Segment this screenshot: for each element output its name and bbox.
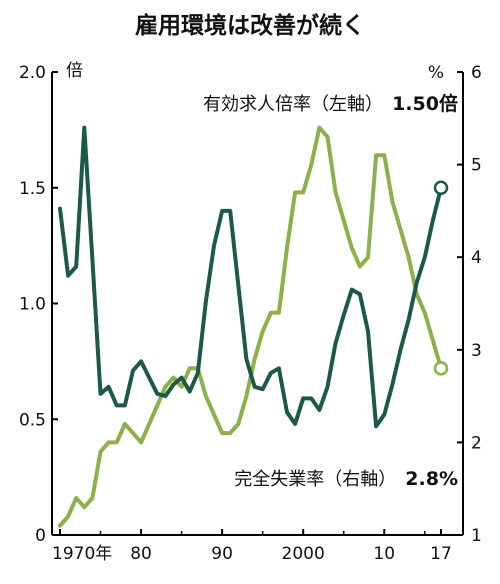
right-tick-label: 5 bbox=[471, 156, 482, 176]
series-line-jobs bbox=[58, 125, 443, 429]
right-tick-label: 1 bbox=[471, 526, 482, 546]
series-name-jobs: 有効求人倍率（左軸） bbox=[203, 94, 383, 115]
x-tick-label: 17 bbox=[430, 544, 452, 564]
left-axis-ticks: 0 0.5 1.0 1.5 2.0 bbox=[19, 63, 58, 546]
right-axis-ticks: 1 2 3 4 5 6 bbox=[457, 63, 482, 546]
series-value-jobs: 1.50倍 bbox=[392, 92, 458, 115]
left-tick-label: 0 bbox=[35, 526, 46, 546]
right-tick-label: 4 bbox=[471, 248, 482, 268]
series-line-unemployment bbox=[58, 125, 443, 528]
series-end-marker-jobs bbox=[433, 180, 449, 195]
right-tick-label: 3 bbox=[471, 341, 482, 361]
series-label-jobs: 有効求人倍率（左軸） 1.50倍 bbox=[203, 92, 458, 115]
left-tick-label: 1.0 bbox=[19, 295, 46, 315]
x-tick-label: 90 bbox=[211, 544, 233, 564]
series-label-unemployment: 完全失業率（右軸） 2.8% bbox=[234, 468, 458, 490]
right-tick-label: 6 bbox=[471, 63, 482, 83]
x-tick-label: 80 bbox=[130, 544, 152, 564]
series-end-marker-unemployment bbox=[433, 361, 449, 376]
x-tick-label: 2000 bbox=[282, 544, 325, 564]
right-tick-label: 2 bbox=[471, 433, 482, 453]
x-tick-label: 1970年 bbox=[52, 544, 112, 564]
x-tick-label: 10 bbox=[373, 544, 395, 564]
chart-title: 雇用環境は改善が続く bbox=[135, 12, 365, 39]
left-tick-label: 0.5 bbox=[19, 410, 46, 430]
series-name-unemployment: 完全失業率（右軸） bbox=[234, 469, 396, 490]
series-layer bbox=[58, 125, 449, 528]
right-axis-unit: % bbox=[428, 63, 444, 83]
left-axis-unit: 倍 bbox=[66, 61, 83, 81]
left-tick-label: 2.0 bbox=[19, 63, 46, 83]
x-axis-ticks: 1970年 80 90 2000 10 17 bbox=[52, 529, 452, 564]
series-value-unemployment: 2.8% bbox=[405, 468, 458, 490]
left-tick-label: 1.5 bbox=[19, 179, 46, 199]
